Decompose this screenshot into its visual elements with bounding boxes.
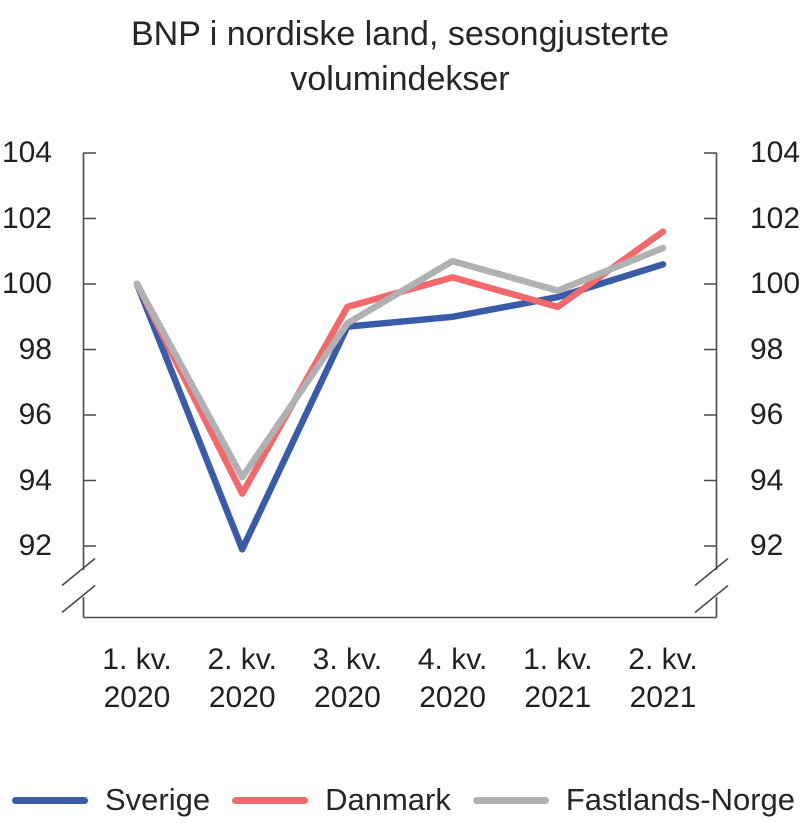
- x-axis-label-quarter: 3. kv.: [312, 643, 383, 676]
- sverige-line-swatch-icon: [12, 796, 88, 804]
- x-axis-label-quarter: 2. kv.: [628, 643, 698, 676]
- x-axis-label-quarter: 4. kv.: [417, 643, 488, 676]
- line-fastlands-norge: [133, 244, 667, 481]
- danmark-line-swatch-icon: [232, 796, 309, 804]
- legend-item-danmark: Danmark: [232, 782, 451, 818]
- x-axis-label-year: 2020: [314, 681, 381, 714]
- y-axis-label-right-100: 100: [750, 267, 800, 300]
- legend-item-sverige: Sverige: [12, 782, 210, 818]
- x-axis-label-q1-2020: 1. kv. 2020: [102, 641, 171, 717]
- x-axis-label-quarter: 1. kv.: [102, 643, 172, 676]
- plot-area: [61, 152, 729, 619]
- y-axis-label-left-94: 94: [18, 463, 52, 497]
- legend-label-danmark: Danmark: [325, 782, 451, 817]
- x-axis-label-q2-2021: 2. kv. 2021: [628, 641, 697, 717]
- x-axis-label-year: 2021: [524, 681, 592, 714]
- legend: Sverige Danmark Fastlands-Norge: [12, 782, 795, 818]
- y-axis-label-left-98: 98: [18, 332, 52, 366]
- y-axis-label-right-96: 96: [750, 398, 784, 431]
- series-lines: [133, 228, 667, 553]
- x-axis-label-quarter: 2. kv.: [207, 643, 277, 676]
- axis-break-marks-right: [694, 557, 729, 614]
- x-axis-label-year: 2020: [103, 681, 171, 714]
- y-axis-label-right-94: 94: [750, 463, 784, 497]
- left-axis-ticks: [83, 152, 96, 547]
- right-axis-ticks: [704, 152, 717, 547]
- y-axis-label-left-102: 102: [1, 201, 52, 235]
- x-axis-label-year: 2020: [419, 681, 486, 714]
- y-axis-label-left-96: 96: [18, 398, 52, 431]
- y-axis-label-left-92: 92: [18, 529, 52, 562]
- x-axis-label-year: 2020: [208, 681, 276, 714]
- y-axis-label-right-104: 104: [750, 136, 800, 169]
- line-danmark: [133, 228, 667, 497]
- fastlands-norge-line-swatch-icon: [472, 796, 549, 804]
- legend-item-fastlands-norge: Fastlands-Norge: [472, 782, 796, 818]
- axes: [61, 152, 729, 619]
- x-axis-label-q1-2021: 1. kv. 2021: [523, 641, 592, 717]
- y-axis-label-right-98: 98: [750, 332, 784, 366]
- y-axis-label-right-92: 92: [750, 529, 784, 562]
- axis-break-marks-left: [61, 557, 96, 614]
- x-axis-label-year: 2021: [629, 681, 697, 714]
- x-axis-label-q4-2020: 4. kv. 2020: [418, 641, 487, 717]
- y-axis-label-left-104: 104: [1, 136, 52, 169]
- x-axis-label-q3-2020: 3. kv. 2020: [313, 641, 382, 717]
- legend-label-fastlands-norge: Fastlands-Norge: [565, 782, 796, 817]
- y-axis-label-right-102: 102: [750, 201, 800, 235]
- chart-title: BNP i nordiske land, sesongjusterte volu…: [130, 15, 669, 98]
- x-axis-label-quarter: 1. kv.: [523, 643, 593, 676]
- line-sverige: [133, 261, 667, 553]
- legend-label-sverige: Sverige: [105, 782, 211, 817]
- y-axis-label-left-100: 100: [1, 267, 52, 300]
- x-axis-label-q2-2020: 2. kv. 2020: [207, 641, 276, 717]
